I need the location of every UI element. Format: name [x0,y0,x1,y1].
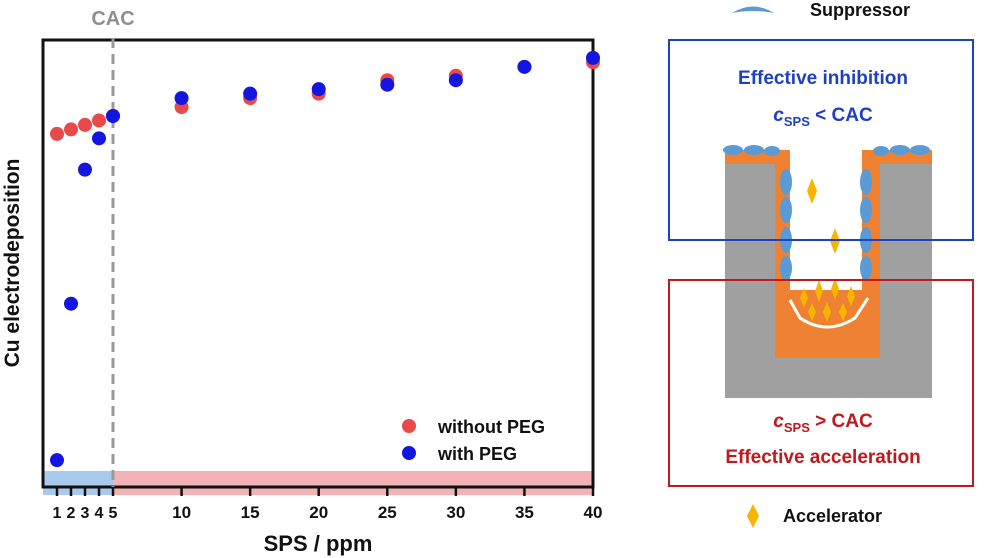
x-tick-label: 25 [378,503,397,522]
x-tick-label: 5 [109,505,118,522]
suppressor-molecule [744,145,764,155]
diagram: Suppressor [668,0,974,528]
point-with-peg [106,108,120,123]
point-with-peg [243,86,258,101]
x-tick-label: 20 [309,503,328,522]
inhibition-box [668,39,974,241]
x-tick-label: 35 [515,503,534,522]
point-without-peg [92,113,106,128]
cac-label: CAC [91,8,134,30]
x-tick-label: 3 [81,505,90,522]
inhibition-condition: cSPS < CAC [773,105,873,129]
data-points [50,50,600,468]
point-with-peg [92,131,106,146]
accelerator-molecule [815,280,823,302]
x-tick-label: 15 [241,503,260,522]
point-without-peg [64,122,78,137]
suppressor-molecule [890,145,910,155]
x-tick-label: 40 [584,503,603,522]
region-above-cac [113,471,593,495]
substrate-bottom [725,358,932,398]
suppressor-label: Suppressor [810,0,910,20]
x-axis-label: SPS / ppm [264,531,373,556]
point-with-peg [380,77,395,92]
suppressor-molecule [860,169,872,195]
accelerator-molecule [823,302,831,322]
x-ticks [55,487,595,496]
point-with-peg [517,59,532,74]
inhibition-title: Effective inhibition [738,68,908,89]
accelerator-molecule [800,288,808,308]
condition-subscript: SPS [784,420,810,435]
suppressor-molecule [780,256,792,280]
acceleration-condition: cSPS > CAC [773,411,873,435]
point-with-peg [448,73,463,88]
trench-bottom-surface [788,297,870,329]
x-tick-label: 10 [172,503,191,522]
point-without-peg [78,117,92,132]
legend-label-with-peg: with PEG [437,444,517,464]
legend-marker-without-peg [402,419,416,433]
accelerator-molecule [807,178,817,204]
y-axis-label: Cu electrodeposition [1,159,24,368]
suppressor-legend-icon [732,6,774,13]
point-with-peg [174,91,189,106]
condition-var: c [773,105,784,126]
accelerator-label: Accelerator [783,506,882,526]
x-tick-labels: 1 2 3 4 5 10 15 20 25 30 35 40 [53,503,603,522]
point-with-peg [586,50,600,65]
suppressor-molecule [780,197,792,223]
point-without-peg [50,126,64,141]
region-below-cac [43,471,113,495]
acceleration-title: Effective acceleration [725,447,920,468]
suppressor-molecule [780,169,792,195]
acceleration-box [668,279,974,487]
x-tick-label: 2 [67,505,76,522]
condition-text: < CAC [810,105,873,126]
point-with-peg [64,296,78,311]
chart: CAC 1 2 3 4 5 10 15 20 25 30 35 40 SPS / ppm Cu ele… [1,8,602,556]
x-tick-label: 1 [53,505,62,522]
accelerator-molecule [831,278,839,300]
legend-marker-with-peg [402,446,416,460]
condition-var: c [773,411,784,432]
suppressor-molecule [764,146,780,156]
legend-label-without-peg: without PEG [437,417,545,437]
accelerator-legend-icon [747,504,759,528]
suppressor-molecule [873,146,889,156]
legend: without PEG with PEG [402,417,545,464]
x-tick-label: 4 [95,505,104,522]
accelerator-molecule [839,303,847,321]
suppressor-molecule [723,145,743,155]
x-tick-label: 30 [446,503,465,522]
point-with-peg [311,82,326,97]
suppressor-molecule [860,197,872,223]
copper-layer [725,150,932,358]
accelerator-molecule [808,303,816,321]
accelerator-molecule [847,286,855,306]
condition-text: > CAC [810,411,873,432]
point-with-peg [78,162,92,177]
suppressor-molecule [860,256,872,280]
condition-subscript: SPS [784,114,810,129]
point-with-peg [50,453,64,468]
suppressor-molecule [910,145,930,155]
